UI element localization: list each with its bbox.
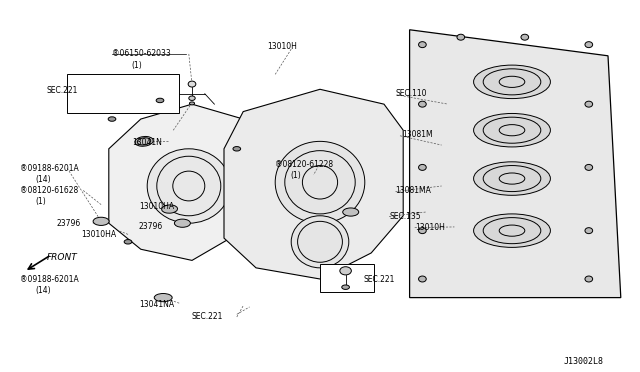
Text: SEC.110: SEC.110 bbox=[396, 89, 427, 98]
Ellipse shape bbox=[343, 208, 359, 216]
Polygon shape bbox=[410, 30, 621, 298]
Polygon shape bbox=[224, 89, 403, 279]
Text: 13010HA: 13010HA bbox=[81, 230, 116, 239]
Ellipse shape bbox=[457, 34, 465, 40]
Ellipse shape bbox=[93, 217, 109, 225]
Bar bbox=[67, 74, 179, 113]
Ellipse shape bbox=[419, 101, 426, 107]
Ellipse shape bbox=[291, 216, 349, 268]
Text: ®09188-6201A: ®09188-6201A bbox=[20, 275, 79, 284]
Polygon shape bbox=[109, 104, 269, 260]
Ellipse shape bbox=[585, 164, 593, 170]
Ellipse shape bbox=[174, 219, 191, 227]
Ellipse shape bbox=[585, 228, 593, 234]
Ellipse shape bbox=[474, 113, 550, 147]
Ellipse shape bbox=[343, 269, 359, 278]
Ellipse shape bbox=[154, 294, 172, 302]
Ellipse shape bbox=[147, 149, 230, 223]
Ellipse shape bbox=[189, 96, 195, 100]
Text: J13002L8: J13002L8 bbox=[563, 357, 604, 366]
Text: 13081M: 13081M bbox=[402, 130, 433, 139]
Text: SEC.221: SEC.221 bbox=[192, 312, 223, 321]
Ellipse shape bbox=[419, 228, 426, 234]
Text: 13081MA: 13081MA bbox=[396, 186, 431, 195]
Text: (1): (1) bbox=[290, 171, 301, 180]
Ellipse shape bbox=[188, 81, 196, 87]
Ellipse shape bbox=[521, 34, 529, 40]
Text: (1): (1) bbox=[131, 61, 142, 70]
Ellipse shape bbox=[419, 42, 426, 48]
Text: SEC.135: SEC.135 bbox=[389, 212, 420, 221]
Ellipse shape bbox=[342, 285, 349, 289]
Text: 13010H: 13010H bbox=[415, 223, 445, 232]
Text: 23796: 23796 bbox=[139, 222, 163, 231]
Text: 23796: 23796 bbox=[56, 219, 81, 228]
Text: (1): (1) bbox=[35, 197, 46, 206]
Bar bbox=[320, 264, 374, 292]
Ellipse shape bbox=[474, 65, 550, 99]
Text: ®06150-62033: ®06150-62033 bbox=[112, 49, 171, 58]
Text: (14): (14) bbox=[35, 286, 51, 295]
Ellipse shape bbox=[162, 205, 177, 213]
Ellipse shape bbox=[585, 42, 593, 48]
Ellipse shape bbox=[585, 101, 593, 107]
Text: 13041NA: 13041NA bbox=[140, 300, 175, 309]
Text: SEC.221: SEC.221 bbox=[46, 86, 77, 95]
Ellipse shape bbox=[275, 141, 365, 223]
Text: 13010HA: 13010HA bbox=[140, 202, 175, 211]
Text: SEC.221: SEC.221 bbox=[364, 275, 395, 284]
Ellipse shape bbox=[135, 137, 153, 146]
Ellipse shape bbox=[585, 276, 593, 282]
Text: ®09188-6201A: ®09188-6201A bbox=[20, 164, 79, 173]
Text: 13041N: 13041N bbox=[132, 138, 163, 147]
Ellipse shape bbox=[474, 162, 550, 195]
Text: 13010H: 13010H bbox=[268, 42, 298, 51]
Ellipse shape bbox=[156, 98, 164, 103]
Ellipse shape bbox=[419, 276, 426, 282]
Ellipse shape bbox=[474, 214, 550, 247]
Ellipse shape bbox=[419, 164, 426, 170]
Ellipse shape bbox=[108, 117, 116, 121]
Ellipse shape bbox=[233, 147, 241, 151]
Text: ®08120-61628: ®08120-61628 bbox=[20, 186, 79, 195]
Text: ®08120-61228: ®08120-61228 bbox=[275, 160, 333, 169]
Ellipse shape bbox=[189, 102, 195, 105]
Ellipse shape bbox=[340, 267, 351, 275]
Ellipse shape bbox=[124, 240, 132, 244]
Text: FRONT: FRONT bbox=[47, 253, 77, 262]
Text: (14): (14) bbox=[35, 175, 51, 184]
